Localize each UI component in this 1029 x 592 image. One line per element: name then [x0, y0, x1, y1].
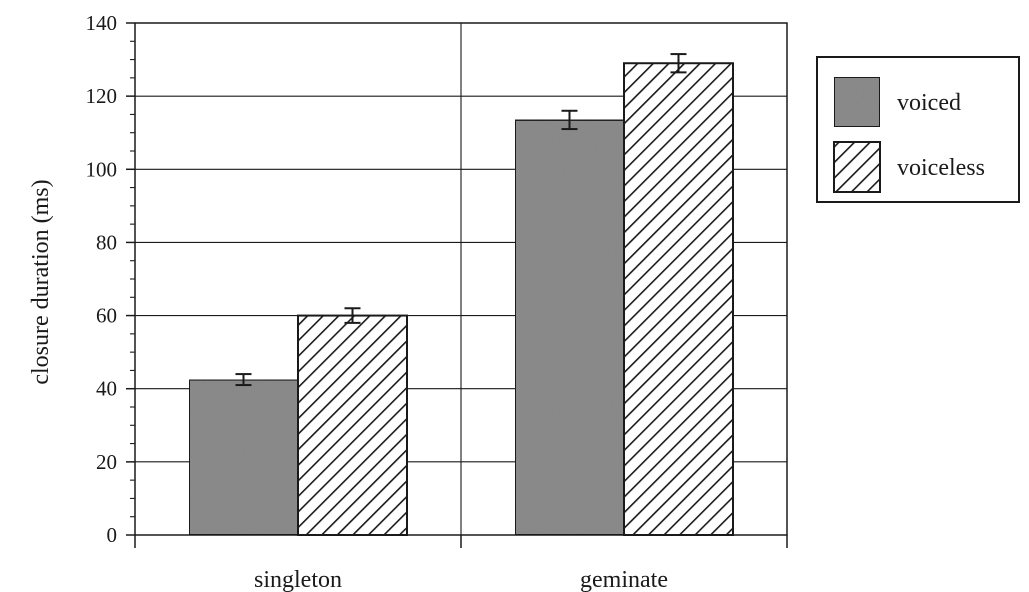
bars	[188, 53, 734, 537]
bar-voiced-geminate	[514, 118, 625, 537]
y-tick-label: 80	[96, 230, 117, 254]
x-axis-categories: singleton geminate	[254, 567, 668, 592]
y-tick-label: 120	[86, 84, 118, 108]
error-bar	[344, 307, 361, 324]
error-bar	[235, 373, 252, 387]
y-axis-ticks: 0 20 40 60 80 100 120 140	[86, 11, 135, 547]
bar-voiceless-singleton	[297, 314, 408, 537]
legend-label-voiced: voiced	[897, 90, 961, 116]
y-axis-title: closure duration (ms)	[28, 179, 54, 384]
legend-swatch-voiceless	[833, 141, 881, 193]
y-tick-label: 60	[96, 304, 117, 328]
legend: voiced voiceless	[816, 56, 1020, 203]
error-bar	[670, 53, 687, 74]
bar-voiceless-geminate	[623, 62, 734, 536]
x-category-label: singleton	[254, 567, 342, 592]
y-tick-label: 0	[107, 523, 118, 547]
y-tick-label: 100	[86, 157, 118, 181]
legend-swatch-voiced	[833, 76, 881, 128]
y-tick-label: 140	[86, 11, 118, 35]
legend-label-voiceless: voiceless	[897, 155, 985, 181]
y-tick-label: 20	[96, 450, 117, 474]
bar-voiced-singleton	[188, 378, 299, 537]
error-bar	[561, 109, 578, 131]
x-category-label: geminate	[580, 567, 668, 592]
y-tick-label: 40	[96, 377, 117, 401]
